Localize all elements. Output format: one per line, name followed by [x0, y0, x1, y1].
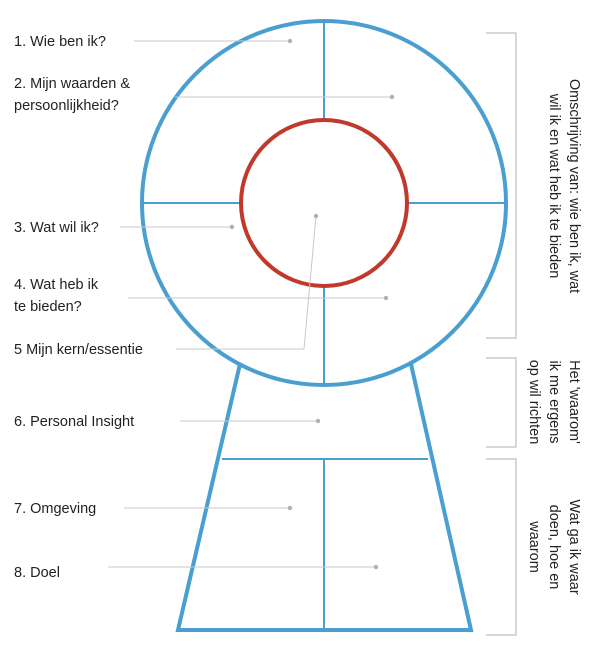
label-wie-ben-ik: 1. Wie ben ik? [14, 34, 106, 50]
label-kern: 5 Mijn kern/essentie [14, 342, 143, 358]
label-bieden-line1: 4. Wat heb ik [14, 277, 99, 293]
label-waarden-line2: persoonlijkheid? [14, 98, 119, 114]
bracket-bottom [486, 458, 517, 636]
keyhole-head [140, 19, 508, 387]
side-note-middle-line2: ik me ergens [546, 360, 562, 443]
bracket-top [486, 32, 517, 339]
side-note-bottom-line1: Wat ga ik waar [566, 499, 582, 595]
label-wat-wil-ik: 3. Wat wil ik? [14, 220, 99, 236]
inner-core-circle [239, 118, 409, 288]
side-brackets [486, 32, 517, 636]
side-note-top-line1: Omschrijving van: wie ben ik, wat [566, 79, 582, 293]
label-doel: 8. Doel [14, 565, 60, 581]
side-note-bottom-line3: waarom [526, 520, 542, 573]
section-labels: 1. Wie ben ik? 2. Mijn waarden & persoon… [14, 34, 143, 581]
side-note-top-line2: wil ik en wat heb ik te bieden [546, 93, 562, 279]
side-note-bottom-line2: doen, hoe en [546, 505, 562, 590]
bracket-middle [486, 357, 517, 448]
side-note-middle-line3: op wil richten [526, 360, 542, 445]
keyhole-base [175, 362, 474, 632]
side-notes: Omschrijving van: wie ben ik, wat wil ik… [526, 79, 582, 595]
leader-lines [108, 40, 392, 568]
label-bieden-line2: te bieden? [14, 299, 82, 315]
label-omgeving: 7. Omgeving [14, 501, 96, 517]
leader-kern [176, 215, 317, 350]
label-waarden-line1: 2. Mijn waarden & [14, 76, 130, 92]
leader-dots [229, 38, 395, 570]
label-insight: 6. Personal Insight [14, 414, 134, 430]
side-note-middle-line1: Het 'waarom' [566, 360, 582, 444]
